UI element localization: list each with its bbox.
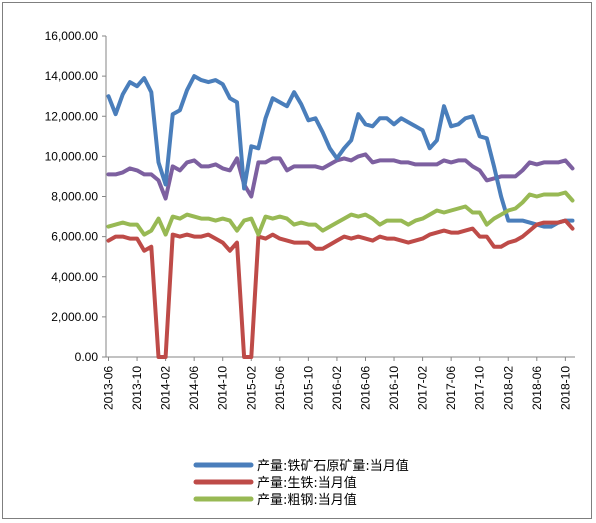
y-tick-label: 14,000.00: [45, 69, 99, 83]
x-tick-label: 2016-02: [330, 366, 344, 410]
x-tick-label: 2017-06: [444, 366, 458, 410]
series-line-1: [106, 218, 575, 359]
x-axis: 2013-06 2013-10 2014-02 2014-06 2014-10 2015-…: [102, 356, 575, 410]
x-tick-label: 2014-02: [159, 366, 173, 410]
y-tick-label: 8,000.00: [51, 190, 98, 204]
legend-entry-0: 产量:铁矿石原矿量:当月值: [193, 458, 409, 474]
x-tick-label: 2014-10: [216, 366, 230, 410]
legend-entry-1: 产量:生铁:当月值: [193, 475, 357, 491]
x-tick-label: 2018-02: [501, 366, 515, 410]
x-tick-label: 2016-06: [358, 366, 372, 410]
y-tick-label: 12,000.00: [45, 109, 99, 123]
y-tick-label: 4,000.00: [51, 270, 98, 284]
y-tick-label: 0.00: [75, 350, 99, 364]
x-tick-label: 2018-06: [530, 366, 544, 410]
y-tick-label: 6,000.00: [51, 230, 98, 244]
y-tick-label: 10,000.00: [45, 149, 99, 163]
x-tick-label: 2018-10: [558, 366, 572, 410]
legend-label: 产量:生铁:当月值: [257, 475, 357, 491]
legend-label: 产量:粗钢:当月值: [257, 492, 357, 508]
x-tick-label: 2015-02: [244, 366, 258, 410]
x-tick-label: 2014-06: [187, 366, 201, 410]
x-tick-label: 2013-10: [130, 366, 144, 410]
series-line-3: [106, 152, 575, 201]
x-tick-label: 2016-10: [387, 366, 401, 410]
series-line-0: [106, 74, 575, 229]
x-tick-label: 2015-10: [301, 366, 315, 410]
series-lines: [106, 74, 575, 359]
y-tick-label: 16,000.00: [45, 29, 99, 43]
series-line-2: [106, 190, 575, 237]
x-tick-label: 2017-10: [473, 366, 487, 410]
y-tick-label: 2,000.00: [51, 310, 98, 324]
chart-frame: [2, 2, 592, 519]
legend-label: 产量:铁矿石原矿量:当月值: [257, 458, 409, 474]
x-tick-label: 2015-06: [273, 366, 287, 410]
y-axis: 16,000.00 14,000.00 12,000.00 10,000.00 8,00…: [45, 29, 107, 364]
legend-entry-2: 产量:粗钢:当月值: [193, 492, 357, 508]
x-tick-label: 2013-06: [102, 366, 116, 410]
x-tick-label: 2017-02: [416, 366, 430, 410]
